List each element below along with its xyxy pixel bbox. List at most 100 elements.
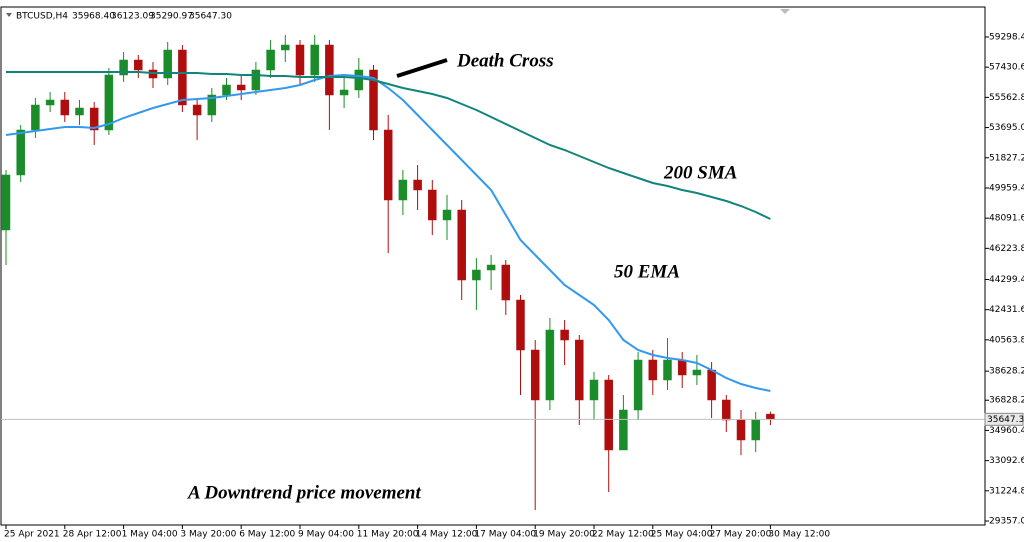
candle-body (1, 174, 11, 231)
x-tick-label: 6 May 12:00 (239, 530, 295, 540)
candle-body (560, 329, 569, 341)
series-label: 200 SMA (663, 162, 737, 183)
y-tick-label: 40563.80 (989, 335, 1024, 345)
annotation: Death Cross (456, 50, 554, 71)
candle-body (751, 419, 760, 441)
ma-line (5, 73, 771, 392)
y-tick-label: 33092.60 (989, 456, 1024, 466)
x-tick-label: 22 May 12:00 (592, 530, 654, 540)
candle-body (134, 59, 143, 71)
candle-body (413, 179, 422, 191)
candle-body (707, 369, 716, 401)
x-tick-label: 3 May 20:00 (180, 530, 236, 540)
candle-body (104, 74, 114, 131)
candle-body (339, 89, 349, 96)
candle-body (472, 269, 481, 281)
candle-body (354, 69, 364, 91)
candle-body (236, 84, 246, 91)
candle-body (692, 369, 702, 376)
symbol-icon (6, 13, 12, 17)
candle-body (398, 179, 408, 201)
candle-body (163, 49, 172, 79)
candle-body (501, 264, 511, 301)
x-tick-label: 30 May 12:00 (768, 530, 830, 540)
annotation-arrow (396, 58, 448, 78)
ma-line (6, 71, 771, 220)
candle-body (736, 419, 746, 441)
candle-body (60, 99, 70, 116)
header-close: 35647.30 (189, 12, 232, 22)
candle-body (325, 44, 334, 96)
candle-body (31, 104, 40, 131)
candle-body (766, 413, 775, 420)
candle-body (604, 379, 613, 451)
candle-body (457, 209, 466, 281)
candle-body (222, 84, 231, 96)
candle-body (633, 359, 643, 411)
y-tick-label: 55562.80 (989, 93, 1024, 103)
y-tick-label: 46223.80 (989, 244, 1024, 254)
symbol: BTCUSD,H4 (16, 12, 68, 22)
x-tick-label: 9 May 04:00 (298, 530, 354, 540)
y-tick-label: 36828.20 (989, 396, 1024, 406)
candle-body (178, 49, 187, 106)
y-tick-label: 42431.60 (989, 305, 1024, 315)
candle-body (295, 44, 305, 76)
y-tick-label: 38628.20 (989, 367, 1024, 377)
candle-body (575, 339, 584, 401)
y-tick-label: 51827.20 (989, 153, 1024, 163)
y-tick-label: 34960.40 (989, 426, 1024, 436)
candle-body (16, 129, 25, 176)
y-tick-label: 53695.00 (989, 123, 1024, 133)
candle-body (251, 69, 261, 91)
y-tick-label: 49959.40 (989, 183, 1024, 193)
y-tick-label: 44299.40 (989, 275, 1024, 285)
x-tick-label: 17 May 04:00 (474, 530, 536, 540)
candle-body (530, 349, 540, 401)
candle-body (119, 59, 128, 76)
candle-body (663, 359, 672, 381)
series-label: 50 EMA (614, 261, 680, 282)
y-tick-label: 29357.00 (989, 517, 1024, 527)
candle-body (619, 409, 628, 451)
x-tick-label: 25 Apr 2021 (4, 530, 60, 540)
candle-body (89, 107, 99, 131)
price-label: 35647.30 (987, 415, 1024, 425)
candle-body (428, 189, 437, 221)
header-high: 36123.09 (111, 12, 154, 22)
x-tick-label: 11 May 20:00 (357, 530, 419, 540)
price-box (984, 412, 1024, 426)
x-tick-label: 19 May 20:00 (533, 530, 595, 540)
candle-body (75, 107, 84, 116)
x-tick-label: 25 May 04:00 (651, 530, 713, 540)
x-tick-label: 28 Apr 12:00 (63, 530, 122, 540)
candle-body (45, 99, 55, 106)
candle-body (281, 44, 290, 51)
candle-body (266, 49, 275, 71)
candle-body (486, 264, 496, 271)
y-tick-label: 59298.40 (989, 32, 1024, 42)
y-tick-label: 48091.60 (989, 214, 1024, 224)
candle-body (369, 69, 378, 131)
x-tick-label: 27 May 20:00 (710, 530, 772, 540)
candle-body (207, 94, 217, 116)
candle-body (677, 359, 687, 376)
candle-body (589, 379, 599, 401)
shift-marker (780, 9, 790, 14)
candle-body (648, 359, 658, 381)
x-tick-label: 1 May 04:00 (122, 530, 178, 540)
candle-body (310, 44, 319, 76)
annotation: A Downtrend price movement (187, 482, 421, 503)
candle-body (192, 104, 202, 116)
x-tick-label: 14 May 12:00 (416, 530, 478, 540)
y-tick-label: 57430.60 (989, 63, 1024, 73)
candle-body (442, 209, 452, 221)
candle-body (516, 299, 525, 351)
y-tick-label: 31224.80 (989, 486, 1024, 496)
header-open: 35968.40 (72, 12, 115, 22)
candle-body (722, 399, 731, 421)
candle-body (383, 129, 393, 201)
header-low: 35290.97 (150, 12, 193, 22)
candle-body (545, 329, 555, 401)
